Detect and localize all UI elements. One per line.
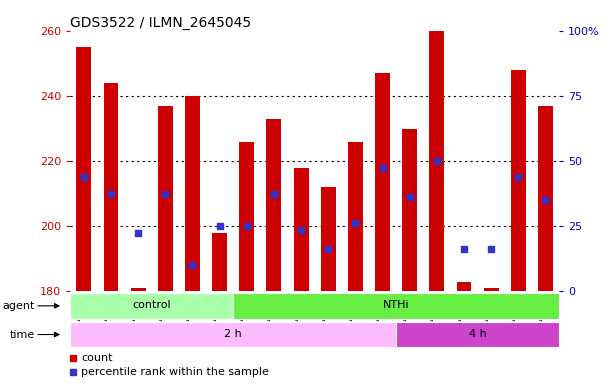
Text: GSM345362: GSM345362	[319, 293, 328, 344]
Text: GSM345355: GSM345355	[129, 293, 138, 344]
Bar	[212, 233, 227, 291]
Bar	[375, 73, 390, 291]
Text: GSM345359: GSM345359	[238, 293, 247, 344]
Bar	[430, 31, 444, 291]
Bar	[511, 70, 526, 291]
Point	[106, 190, 116, 197]
Point	[541, 197, 551, 203]
Text: GSM345363: GSM345363	[346, 293, 356, 344]
Text: GDS3522 / ILMN_2645045: GDS3522 / ILMN_2645045	[70, 16, 251, 30]
Bar	[185, 96, 200, 291]
Text: GSM345357: GSM345357	[183, 293, 192, 344]
Bar	[70, 293, 233, 319]
Bar	[484, 288, 499, 291]
Point	[486, 246, 496, 252]
Text: GSM345356: GSM345356	[156, 293, 166, 344]
Point	[378, 165, 387, 171]
Point	[405, 194, 415, 200]
Point	[242, 223, 252, 229]
Point	[188, 262, 197, 268]
Bar	[70, 322, 396, 348]
Text: count: count	[81, 353, 112, 362]
Text: GSM345365: GSM345365	[401, 293, 410, 344]
Bar	[158, 106, 173, 291]
Text: GSM345354: GSM345354	[102, 293, 111, 344]
Bar	[76, 47, 91, 291]
Bar	[348, 142, 363, 291]
Text: control: control	[133, 300, 171, 310]
Text: 2 h: 2 h	[224, 329, 242, 339]
Text: NTHi: NTHi	[383, 300, 409, 310]
Text: GSM345369: GSM345369	[510, 293, 518, 344]
Point	[296, 227, 306, 233]
Bar	[233, 293, 559, 319]
Text: 4 h: 4 h	[469, 329, 486, 339]
Point	[214, 223, 224, 229]
Bar	[266, 119, 282, 291]
Text: GSM345370: GSM345370	[536, 293, 546, 344]
Point	[459, 246, 469, 252]
Bar	[402, 129, 417, 291]
Point	[161, 190, 170, 197]
Point	[133, 230, 143, 236]
Point	[79, 174, 89, 180]
Text: GSM345360: GSM345360	[265, 293, 274, 344]
Text: GSM345361: GSM345361	[292, 293, 301, 344]
Bar	[538, 106, 553, 291]
Bar	[240, 142, 254, 291]
Text: GSM345368: GSM345368	[482, 293, 491, 344]
Bar	[456, 282, 472, 291]
Text: GSM345366: GSM345366	[428, 293, 437, 344]
Bar	[294, 168, 309, 291]
Text: percentile rank within the sample: percentile rank within the sample	[81, 367, 269, 377]
Bar	[396, 322, 559, 348]
Text: GSM345358: GSM345358	[211, 293, 219, 344]
Point	[323, 246, 333, 252]
Point	[432, 158, 442, 164]
Bar	[131, 288, 145, 291]
Text: GSM345364: GSM345364	[373, 293, 382, 344]
Point	[513, 174, 523, 180]
Text: agent: agent	[2, 301, 35, 311]
Text: GSM345353: GSM345353	[75, 293, 84, 344]
Bar	[321, 187, 335, 291]
Bar	[103, 83, 119, 291]
Text: time: time	[10, 329, 35, 339]
Text: GSM345367: GSM345367	[455, 293, 464, 344]
Point	[351, 220, 360, 226]
Point	[269, 190, 279, 197]
